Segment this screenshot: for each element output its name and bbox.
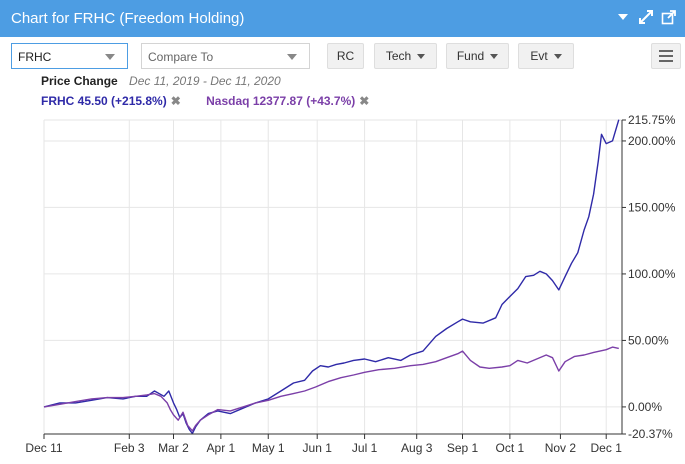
popout-icon[interactable] (661, 9, 677, 25)
y-tick-label: 0.00% (628, 400, 662, 414)
price-change-label: Price Change (41, 74, 118, 88)
x-tick-label: Jun 1 (303, 441, 333, 455)
chevron-down-icon (553, 53, 562, 59)
y-tick-label: 50.00% (628, 333, 669, 347)
compare-to-input[interactable]: Compare To (141, 43, 310, 69)
rc-label: RC (336, 49, 355, 63)
legend-item-nasdaq: Nasdaq 12377.87 (+43.7%) ✖ (206, 94, 369, 108)
x-tick-label: Feb 3 (114, 441, 145, 455)
chart-legend: FRHC 45.50 (+215.8%) ✖ Nasdaq 12377.87 (+… (41, 94, 391, 108)
price-chart[interactable]: 0.00% 50.00% 100.00% 150.00% 200.00% 215.75% -… (0, 112, 685, 464)
remove-nasdaq-icon[interactable]: ✖ (359, 94, 370, 108)
y-tick-label: 100.00% (628, 267, 676, 281)
series-line-frhc (43, 119, 620, 435)
fund-button[interactable]: Fund (446, 43, 509, 69)
legend-item-frhc: FRHC 45.50 (+215.8%) ✖ (41, 94, 181, 108)
evt-label: Evt (530, 49, 548, 63)
window-title: Chart for FRHC (Freedom Holding) (11, 10, 245, 27)
x-tick-label: Mar 2 (158, 441, 189, 455)
remove-frhc-icon[interactable]: ✖ (170, 94, 181, 108)
chevron-down-icon (417, 53, 426, 59)
grid (43, 119, 622, 434)
fund-label: Fund (456, 49, 485, 63)
legend-nasdaq-text: Nasdaq 12377.87 (+43.7%) (206, 94, 356, 108)
x-tick-label: Sep 1 (447, 441, 479, 455)
series-lines (43, 119, 620, 435)
expand-icon[interactable] (638, 9, 654, 25)
y-tick-label: 215.75% (628, 113, 676, 127)
chevron-down-icon (490, 53, 499, 59)
chevron-down-icon[interactable] (105, 54, 115, 60)
compare-placeholder: Compare To (148, 50, 214, 64)
series-line-nasdaq (43, 346, 619, 432)
x-tick-label: Aug 3 (401, 441, 433, 455)
x-tick-label: Jul 1 (352, 441, 378, 455)
date-range: Dec 11, 2019 - Dec 11, 2020 (129, 74, 281, 88)
chevron-down-icon[interactable] (287, 54, 297, 60)
tech-label: Tech (385, 49, 412, 63)
evt-button[interactable]: Evt (518, 43, 574, 69)
axes: 0.00% 50.00% 100.00% 150.00% 200.00% 215.75% -… (25, 113, 675, 455)
symbol-input[interactable]: FRHC (11, 43, 128, 69)
x-tick-label: Dec 1 (591, 441, 623, 455)
rc-button[interactable]: RC (327, 43, 364, 69)
chart-toolbar: FRHC Compare To RC Tech Fund Evt (0, 37, 685, 73)
y-tick-label: 150.00% (628, 200, 676, 214)
y-tick-label: -20.37% (628, 427, 673, 441)
tech-button[interactable]: Tech (374, 43, 437, 69)
x-tick-label: Oct 1 (496, 441, 525, 455)
hamburger-menu-icon[interactable] (651, 43, 681, 69)
x-tick-label: Nov 2 (545, 441, 577, 455)
x-tick-label: Dec 11 (25, 441, 62, 455)
collapse-caret-icon[interactable] (615, 9, 631, 25)
chart-header: Price Change Dec 11, 2019 - Dec 11, 2020 (41, 74, 281, 88)
x-tick-label: Apr 1 (207, 441, 236, 455)
symbol-value: FRHC (18, 50, 52, 64)
y-tick-label: 200.00% (628, 134, 676, 148)
x-tick-label: May 1 (252, 441, 285, 455)
title-bar: Chart for FRHC (Freedom Holding) (0, 0, 685, 37)
legend-frhc-text: FRHC 45.50 (+215.8%) (41, 94, 167, 108)
